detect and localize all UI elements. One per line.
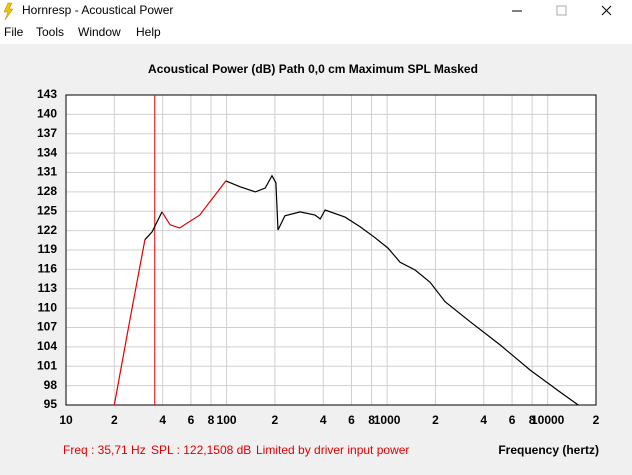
response-curve bbox=[144, 174, 579, 406]
y-tick-label: 143 bbox=[37, 87, 57, 101]
menu-item[interactable]: File bbox=[4, 25, 24, 39]
x-tick-label: 2 bbox=[111, 413, 118, 427]
x-tick-label: 6 bbox=[509, 413, 516, 427]
y-tick-label: 98 bbox=[44, 378, 58, 392]
y-tick-label: 125 bbox=[37, 203, 57, 217]
status-limit: Limited by driver input power bbox=[256, 443, 409, 457]
maximize-button[interactable] bbox=[556, 5, 567, 16]
status-spl: SPL : 122,1508 dB bbox=[151, 443, 251, 457]
x-tick-label: 4 bbox=[480, 413, 487, 427]
x-tick-label: 4 bbox=[320, 413, 327, 427]
response-curve bbox=[113, 180, 227, 406]
y-tick-label: 137 bbox=[37, 126, 57, 140]
status-frequency: Freq : 35,71 Hz bbox=[63, 443, 146, 457]
app-icon bbox=[3, 2, 14, 21]
window-title: Hornresp - Acoustical Power bbox=[22, 3, 173, 17]
x-tick-label: 2 bbox=[272, 413, 279, 427]
menu-item[interactable]: Window bbox=[78, 25, 121, 39]
title-bar bbox=[0, 0, 632, 22]
close-button[interactable] bbox=[601, 5, 612, 16]
y-tick-label: 128 bbox=[37, 184, 57, 198]
menu-item[interactable]: Tools bbox=[36, 25, 64, 39]
x-tick-label: 2 bbox=[593, 413, 600, 427]
y-tick-label: 107 bbox=[37, 320, 57, 334]
y-tick-label: 134 bbox=[37, 145, 57, 159]
y-tick-label: 95 bbox=[44, 397, 58, 411]
x-tick-label: 6 bbox=[188, 413, 195, 427]
y-tick-label: 119 bbox=[38, 242, 58, 256]
x-tick-label: 8 bbox=[368, 413, 375, 427]
x-tick-label: 10 bbox=[59, 413, 73, 427]
x-tick-label: 4 bbox=[159, 413, 166, 427]
y-tick-label: 140 bbox=[37, 107, 57, 121]
x-axis-label: Frequency (hertz) bbox=[498, 443, 599, 457]
y-tick-label: 122 bbox=[37, 223, 57, 237]
plot-area bbox=[65, 94, 597, 406]
x-tick-label: 100 bbox=[217, 413, 237, 427]
y-tick-label: 110 bbox=[38, 300, 58, 314]
y-tick-label: 104 bbox=[37, 339, 57, 353]
y-tick-label: 101 bbox=[37, 358, 57, 372]
x-tick-label: 2 bbox=[432, 413, 439, 427]
menu-item[interactable]: Help bbox=[136, 25, 161, 39]
x-tick-label: 10000 bbox=[531, 413, 565, 427]
y-tick-label: 116 bbox=[38, 262, 58, 276]
x-tick-label: 6 bbox=[348, 413, 355, 427]
x-tick-label: 8 bbox=[529, 413, 536, 427]
y-tick-label: 131 bbox=[37, 165, 57, 179]
y-tick-label: 113 bbox=[38, 281, 58, 295]
x-tick-label: 8 bbox=[208, 413, 215, 427]
menu-bar bbox=[0, 22, 632, 44]
chart-title: Acoustical Power (dB) Path 0,0 cm Maximu… bbox=[148, 62, 478, 76]
x-tick-label: 1000 bbox=[374, 413, 401, 427]
